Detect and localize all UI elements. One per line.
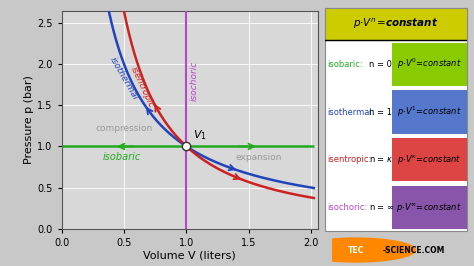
- FancyBboxPatch shape: [392, 138, 467, 181]
- FancyBboxPatch shape: [325, 8, 467, 231]
- Text: n = $\infty$: n = $\infty$: [369, 203, 394, 212]
- FancyBboxPatch shape: [325, 8, 467, 40]
- FancyBboxPatch shape: [392, 186, 467, 229]
- Text: compression: compression: [95, 124, 153, 133]
- Text: $p{\cdot}V^0\!=\!$constant: $p{\cdot}V^0\!=\!$constant: [397, 57, 462, 72]
- Text: $p{\cdot}V^\infty\!=\!$constant: $p{\cdot}V^\infty\!=\!$constant: [396, 201, 462, 214]
- Text: isentropic:: isentropic:: [328, 155, 372, 164]
- Text: $p{\cdot}V^\kappa\!=\!$constant: $p{\cdot}V^\kappa\!=\!$constant: [397, 153, 461, 166]
- Text: isobaric: isobaric: [102, 152, 141, 162]
- Text: expansion: expansion: [236, 153, 282, 163]
- Text: $p{\cdot}V^n\!=\!$constant: $p{\cdot}V^n\!=\!$constant: [353, 17, 438, 31]
- Text: isobaric:: isobaric:: [328, 60, 363, 69]
- Text: n = 0: n = 0: [369, 60, 392, 69]
- Text: TEC: TEC: [347, 246, 364, 255]
- Text: n = 1: n = 1: [369, 107, 392, 117]
- FancyBboxPatch shape: [392, 43, 467, 86]
- Text: isentropic: isentropic: [128, 65, 155, 109]
- Text: isochoric: isochoric: [190, 60, 199, 101]
- Text: $p{\cdot}V^1\!=\!$constant: $p{\cdot}V^1\!=\!$constant: [397, 105, 462, 119]
- Text: isothermal:: isothermal:: [328, 107, 375, 117]
- Text: -SCIENCE.COM: -SCIENCE.COM: [383, 246, 445, 255]
- X-axis label: Volume V (liters): Volume V (liters): [143, 251, 236, 261]
- Text: n = $\kappa$: n = $\kappa$: [369, 155, 393, 164]
- FancyBboxPatch shape: [392, 90, 467, 134]
- Text: $V_1$: $V_1$: [193, 128, 207, 142]
- Text: isothermal: isothermal: [108, 56, 140, 102]
- Text: isochoric:: isochoric:: [328, 203, 368, 212]
- Circle shape: [296, 238, 415, 262]
- Y-axis label: Pressure p (bar): Pressure p (bar): [24, 75, 34, 164]
